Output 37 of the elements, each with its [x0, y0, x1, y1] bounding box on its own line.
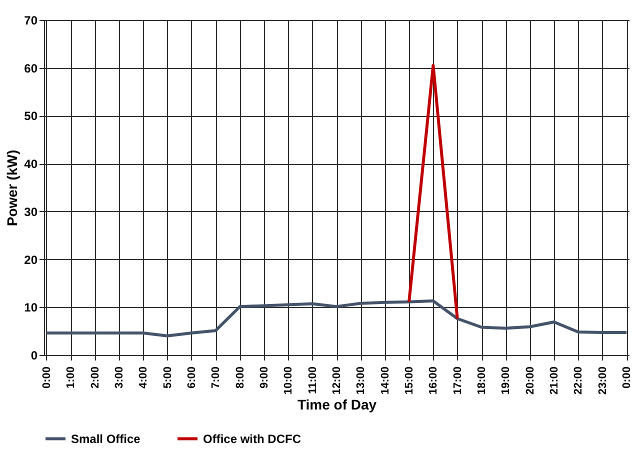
x-tick-label: 12:00 [331, 366, 343, 395]
x-tick-label: 16:00 [428, 366, 440, 395]
x-tick-label: 18:00 [476, 366, 488, 395]
y-tick-label: 20 [24, 252, 38, 267]
legend-label: Small Office [71, 432, 141, 446]
x-tick-label: 15:00 [404, 366, 416, 395]
x-tick-label: 14:00 [379, 366, 392, 395]
y-tick-label: 60 [24, 61, 38, 76]
x-tick-label: 8:00 [234, 366, 246, 389]
y-tick-label: 40 [24, 157, 38, 172]
x-tick-label: 10:00 [282, 366, 295, 395]
x-axis-title: Time of Day [297, 396, 377, 413]
y-tick-label: 10 [24, 300, 38, 315]
x-tick-label: 11:00 [306, 366, 319, 394]
x-tick-label: 3:00 [113, 366, 126, 389]
x-tick-label: 7:00 [210, 366, 222, 389]
x-tick-label: 20:00 [524, 366, 536, 395]
y-axis-title: Power (kW) [4, 150, 20, 226]
x-tick-label: 9:00 [258, 366, 270, 389]
x-tick-label: 22:00 [572, 366, 585, 395]
y-tick-label: 50 [24, 109, 38, 124]
x-tick-label: 23:00 [596, 366, 609, 395]
y-tick-label: 70 [24, 14, 38, 28]
x-tick-label: 6:00 [186, 366, 198, 389]
legend-label: Office with DCFC [203, 432, 302, 446]
x-tick-label: 0:00 [621, 366, 634, 389]
x-tick-label: 19:00 [500, 366, 512, 395]
y-tick-label: 0 [30, 348, 38, 362]
x-tick-label: 13:00 [355, 366, 368, 395]
y-tick-label: 30 [24, 204, 38, 219]
x-tick-label: 17:00 [452, 366, 464, 395]
x-tick-label: 1:00 [65, 366, 78, 389]
x-tick-label: 0:00 [40, 366, 53, 389]
x-tick-label: 5:00 [162, 366, 174, 389]
x-tick-label: 2:00 [89, 366, 102, 389]
x-tick-label: 21:00 [548, 366, 561, 395]
x-tick-label: 4:00 [138, 366, 150, 389]
